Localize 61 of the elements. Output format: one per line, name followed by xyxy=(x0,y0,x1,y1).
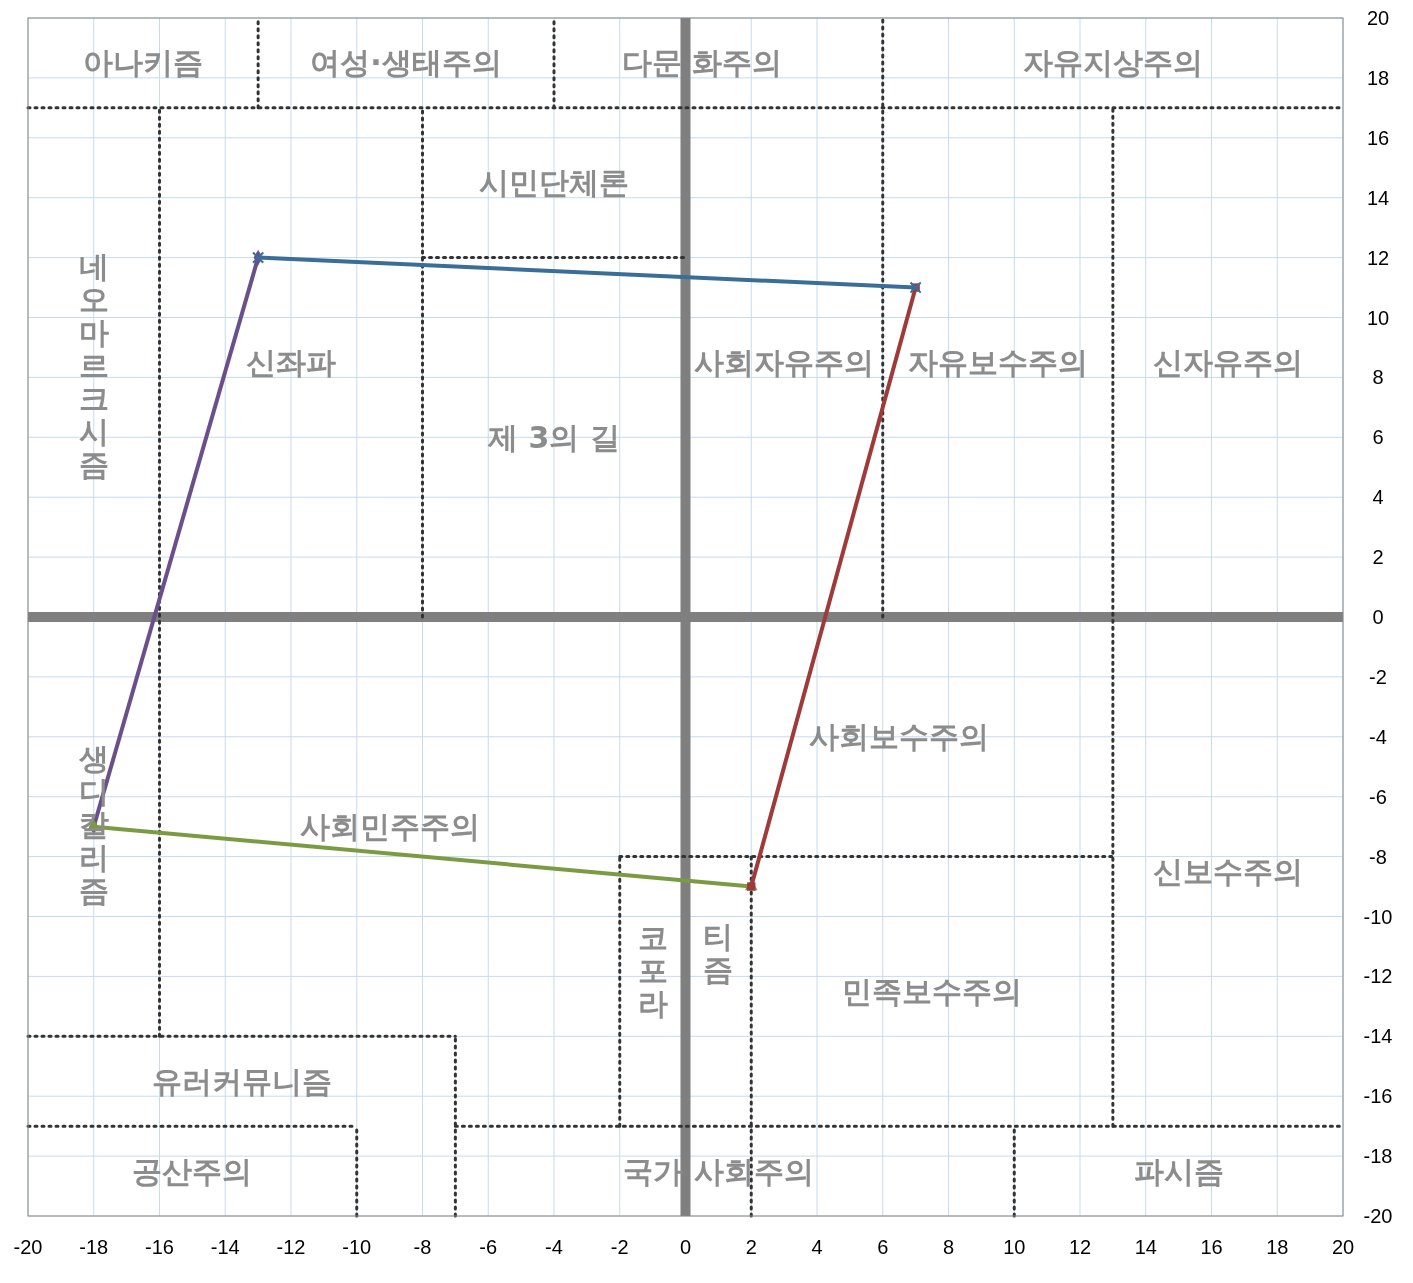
y-tick-label: 12 xyxy=(1366,246,1390,269)
y-tick-label: 10 xyxy=(1366,306,1390,329)
annotation: 네오마르크시즘 xyxy=(78,248,109,482)
annotation: 자유보수주의 xyxy=(907,344,1088,380)
y-tick-label: -20 xyxy=(1363,1205,1393,1227)
x-tick-label: -20 xyxy=(13,1236,43,1258)
y-tick-label: 8 xyxy=(1372,366,1384,389)
annotation: 아나키즘 xyxy=(83,45,204,81)
annotation: 코포라 xyxy=(637,919,668,1021)
x-tick-label: -16 xyxy=(145,1236,174,1258)
y-tick-label: -8 xyxy=(1369,845,1387,868)
y-tick-label: 6 xyxy=(1372,426,1384,449)
x-tick-label: -2 xyxy=(610,1236,629,1258)
x-tick-label: 14 xyxy=(1134,1236,1157,1258)
annotation: 티즘 xyxy=(703,918,734,987)
y-tick-label: 0 xyxy=(1372,606,1384,628)
x-tick-label: 2 xyxy=(745,1236,757,1258)
x-tick-label: -10 xyxy=(342,1236,372,1258)
annotation: 신자유주의 xyxy=(1152,344,1303,380)
annotation: 사회민주주의 xyxy=(299,809,480,845)
annotation: 여성·생태주의 xyxy=(310,45,502,81)
x-tick-label: 20 xyxy=(1331,1236,1355,1258)
y-tick-label: 2 xyxy=(1372,546,1384,569)
y-tick-label: 14 xyxy=(1366,186,1390,209)
annotation: 파시즘 xyxy=(1133,1153,1224,1189)
x-tick-label: 12 xyxy=(1068,1236,1092,1258)
y-tick-label: 18 xyxy=(1366,66,1390,89)
annotation: 시민단체론 xyxy=(479,165,629,201)
x-tick-label: -14 xyxy=(210,1236,240,1258)
x-tick-label: -4 xyxy=(545,1236,563,1258)
x-tick-label: -6 xyxy=(479,1236,498,1258)
y-tick-label: -18 xyxy=(1363,1145,1393,1168)
x-tick-label: 6 xyxy=(877,1236,889,1258)
x-tick-label: -18 xyxy=(79,1236,109,1258)
x-tick-label: 16 xyxy=(1200,1236,1223,1258)
x-tick-label: 10 xyxy=(1003,1236,1026,1258)
y-tick-label: 16 xyxy=(1366,126,1390,149)
annotation: 신좌파 xyxy=(246,344,336,380)
y-tick-label: 20 xyxy=(1366,7,1390,29)
x-tick-label: 8 xyxy=(942,1236,955,1258)
annotation: 신보수주의 xyxy=(1152,854,1303,890)
x-tick-label: -8 xyxy=(413,1236,432,1258)
y-tick-label: -6 xyxy=(1369,785,1387,808)
annotation: 제 3의 길 xyxy=(487,419,620,455)
x-tick-label: 0 xyxy=(679,1236,692,1258)
annotation: 공산주의 xyxy=(132,1153,253,1189)
annotation: 유러커뮤니즘 xyxy=(151,1063,332,1099)
x-tick-label: 4 xyxy=(811,1236,823,1258)
y-tick-label: -12 xyxy=(1363,965,1393,988)
y-tick-label: -16 xyxy=(1363,1085,1393,1108)
annotation: 민족보수주의 xyxy=(842,973,1023,1009)
y-tick-label: -14 xyxy=(1363,1025,1393,1048)
annotation: 사회자유주의 xyxy=(694,344,875,380)
y-tick-label: -2 xyxy=(1369,665,1387,688)
y-tick-label: -4 xyxy=(1369,725,1387,748)
annotation: 사회보수주의 xyxy=(809,719,990,755)
y-tick-label: -10 xyxy=(1363,905,1393,928)
x-tick-label: 18 xyxy=(1266,1236,1289,1258)
x-tick-label: -12 xyxy=(276,1236,306,1258)
annotation: 자유지상주의 xyxy=(1022,45,1203,81)
y-tick-label: 4 xyxy=(1372,486,1384,509)
